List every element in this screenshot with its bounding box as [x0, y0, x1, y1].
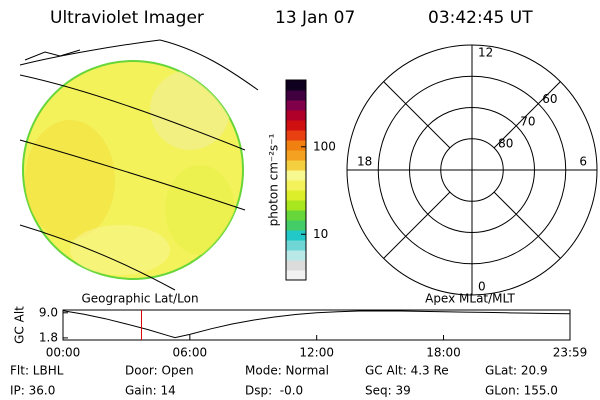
- mlt-label: 6: [579, 155, 587, 169]
- title: Ultraviolet Imager: [50, 8, 204, 28]
- color-band: [286, 270, 306, 281]
- status-field: Dsp: -0.0: [245, 384, 303, 398]
- color-band: [286, 180, 306, 191]
- color-band: [286, 210, 306, 221]
- geo-image: [19, 39, 259, 291]
- grid-lines: [19, 39, 259, 291]
- diagonal-line: [383, 81, 451, 149]
- x-tick-label: 23:59: [553, 346, 588, 360]
- colorbar: 10 100: [285, 79, 336, 281]
- color-band: [286, 80, 306, 91]
- status-field: Gain: 14: [125, 384, 176, 398]
- x-tick-label: 06:00: [173, 346, 208, 360]
- status-field: Seq: 39: [365, 384, 411, 398]
- polar-label: Apex MLat/MLT: [425, 292, 515, 306]
- diagonal-line: [383, 191, 451, 259]
- color-band: [286, 110, 306, 121]
- lat-ring-label: 70: [520, 114, 535, 128]
- timeline-ylabel: GC Alt: [13, 306, 27, 344]
- time: 03:42:45 UT: [428, 8, 533, 28]
- mlt-label: 0: [478, 280, 486, 294]
- status-field: Mode: Normal: [245, 364, 329, 378]
- altitude-line: [62, 310, 571, 339]
- status-field: Flt: LBHL: [10, 364, 64, 378]
- colorbar-tick-label: 10: [313, 227, 328, 241]
- color-band: [286, 190, 306, 201]
- color-band: [286, 100, 306, 111]
- color-band: [286, 120, 306, 131]
- colorbar-tick-label: 100: [313, 139, 336, 153]
- x-tick-label: 00:00: [46, 346, 81, 360]
- x-tick-label: 18:00: [426, 346, 461, 360]
- mlt-label: 18: [357, 155, 372, 169]
- color-band: [286, 90, 306, 101]
- status-field: Door: Open: [125, 364, 194, 378]
- color-band: [286, 150, 306, 161]
- color-band: [286, 130, 306, 141]
- status-field: GLon: 155.0: [485, 384, 558, 398]
- diagonal-line: [493, 81, 561, 149]
- x-tick-label: 12:00: [299, 346, 334, 360]
- color-band: [286, 240, 306, 251]
- geo-label: Geographic Lat/Lon: [81, 292, 198, 306]
- status-field: GLat: 20.9: [485, 364, 548, 378]
- status-field: GC Alt: 4.3 Re: [365, 364, 449, 378]
- color-band: [286, 250, 306, 261]
- colorbar-label: photon cm⁻²s⁻¹: [267, 133, 281, 226]
- diagonal-line: [493, 191, 561, 259]
- color-band: [286, 260, 306, 271]
- colorbar-frame: [285, 79, 307, 281]
- color-band: [286, 160, 306, 171]
- status-field: IP: 36.0: [10, 384, 55, 398]
- color-band: [286, 220, 306, 231]
- color-band: [286, 140, 306, 151]
- footer: Flt: LBHL Door: Open Mode: Normal GC Alt: 4…: [10, 364, 558, 398]
- y-tick-label: 1.8: [39, 330, 58, 344]
- lat-ring-label: 60: [542, 92, 557, 106]
- timeline: 9.0 1.8 00:00 06:00 12:00 18:00 23:59: [39, 305, 587, 359]
- y-tick-label: 9.0: [39, 305, 58, 319]
- lat-ring-label: 80: [498, 136, 513, 150]
- mlt-label: 12: [478, 46, 493, 60]
- date: 13 Jan 07: [275, 8, 355, 28]
- color-band: [286, 230, 306, 241]
- color-band: [286, 170, 306, 181]
- color-band: [286, 200, 306, 211]
